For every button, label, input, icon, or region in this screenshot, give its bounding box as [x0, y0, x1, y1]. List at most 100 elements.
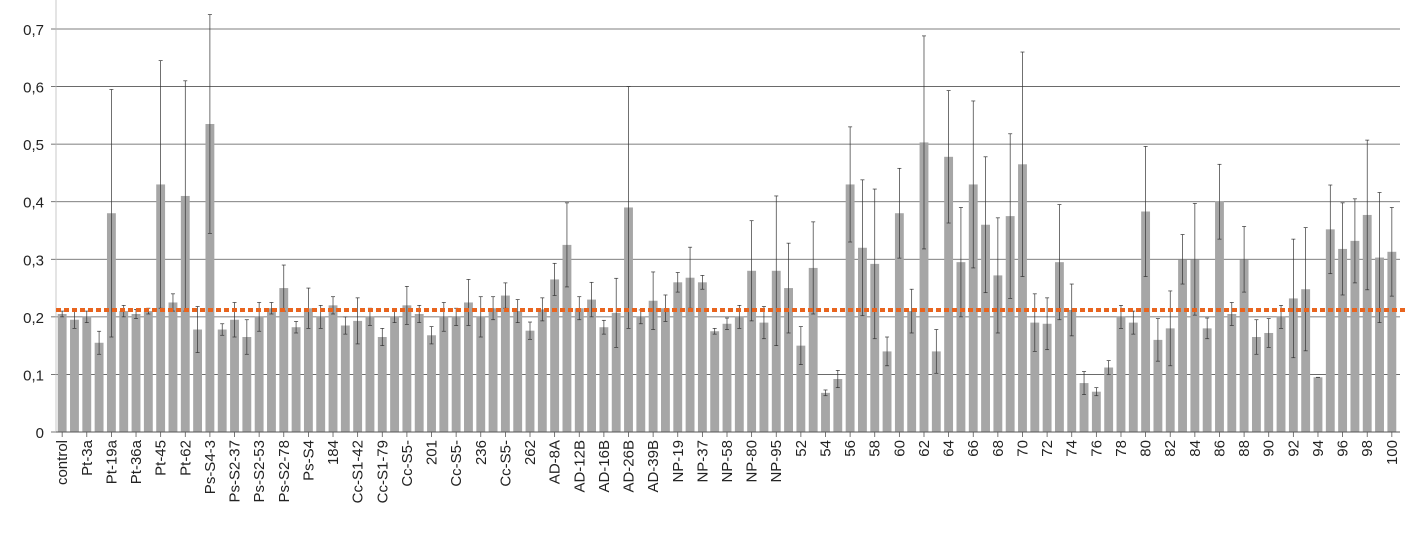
x-tick-label: Ps-S2-37: [227, 440, 244, 503]
bar: [1313, 377, 1323, 432]
bar: [1054, 262, 1064, 432]
y-tick-label: 0,4: [23, 195, 44, 212]
bar: [180, 195, 190, 432]
x-tick-label: Cc-S1-79: [374, 440, 391, 503]
bar: [328, 305, 338, 432]
bar: [1153, 339, 1163, 432]
x-tick-label: AD-12B: [571, 440, 588, 493]
x-tick-label: NP-37: [694, 440, 711, 483]
bar: [1116, 316, 1126, 432]
bar: [796, 345, 806, 432]
bar: [513, 311, 523, 432]
bar: [254, 316, 264, 432]
bar: [402, 305, 412, 432]
bar: [808, 267, 818, 432]
bar: [673, 282, 683, 432]
bar: [1301, 289, 1311, 432]
x-tick-label: 80: [1138, 440, 1155, 457]
bar: [1264, 332, 1274, 432]
bar: [1005, 216, 1015, 432]
x-tick-label: 86: [1211, 440, 1228, 457]
x-tick-label: Pt-45: [153, 440, 170, 476]
x-tick-label: AD-16B: [596, 440, 613, 493]
bar: [143, 311, 153, 432]
bar: [981, 224, 990, 432]
x-tick-label: Cc-S5-: [448, 440, 465, 487]
bar: [1042, 323, 1052, 432]
bar: [1288, 298, 1298, 432]
bar: [1276, 316, 1286, 432]
bar: [1091, 391, 1101, 432]
bar: [365, 316, 375, 432]
bar: [771, 270, 781, 432]
x-tick-label: Cc-S1-42: [350, 440, 367, 503]
bar: [1018, 164, 1027, 433]
x-tick-label: 78: [1113, 440, 1130, 457]
bar: [414, 313, 424, 432]
bar: [131, 313, 141, 432]
x-tick-label: AD-8A: [547, 440, 564, 484]
x-tick-label: Pt-36a: [128, 439, 145, 484]
x-tick-label: 60: [891, 440, 908, 457]
bar: [759, 322, 769, 432]
x-tick-label: 92: [1285, 440, 1302, 457]
bar: [1362, 214, 1372, 432]
bar: [451, 316, 461, 432]
bar: [870, 263, 880, 432]
bar: [1079, 383, 1089, 432]
bar: [1202, 328, 1212, 432]
bar: [599, 327, 609, 432]
x-tick-label: Cc-S5-: [497, 440, 514, 487]
bar: [993, 275, 1003, 432]
bar: [57, 313, 67, 432]
x-tick-label: 74: [1064, 440, 1081, 457]
bar: [537, 309, 547, 432]
y-tick-label: 0,3: [23, 252, 44, 269]
bar: [747, 270, 757, 432]
bar: [1350, 240, 1360, 432]
bar: [833, 379, 843, 432]
bar: [353, 320, 363, 432]
x-tick-label: 62: [916, 440, 933, 457]
bar: [1215, 201, 1224, 432]
x-tick-label: 64: [941, 440, 958, 457]
x-tick-label: NP-19: [670, 440, 687, 483]
bar: [1239, 259, 1249, 432]
bar: [476, 316, 486, 432]
bar: [1325, 229, 1335, 432]
bar: [857, 247, 867, 432]
bar: [267, 308, 276, 432]
x-tick-label: Pt-62: [177, 440, 194, 476]
x-tick-label: Cc-S5-: [399, 440, 416, 487]
x-tick-label: AD-39B: [645, 440, 662, 493]
x-tick-label: Pt-3a: [79, 439, 96, 476]
bar: [525, 330, 535, 432]
bar: [1104, 367, 1114, 432]
x-tick-label: 76: [1088, 440, 1105, 457]
bar: [205, 123, 215, 432]
bar: [710, 331, 720, 432]
y-tick-label: 0,6: [23, 80, 44, 97]
bar: [722, 323, 732, 432]
bar: [1251, 337, 1261, 432]
bar: [291, 327, 301, 432]
bar: [94, 342, 104, 432]
bar: [821, 392, 830, 432]
x-tick-label: 100: [1384, 440, 1401, 465]
x-tick-label: Pt-19a: [103, 439, 120, 484]
bar: [1141, 211, 1151, 432]
x-tick-label: 56: [842, 440, 859, 457]
x-tick-label: 94: [1310, 440, 1327, 457]
y-tick-label: 0: [36, 425, 44, 442]
bar: [907, 311, 917, 432]
bar: [390, 316, 400, 432]
bar: [1387, 251, 1397, 432]
bar: [340, 325, 350, 432]
bar: [882, 351, 892, 432]
bar: [661, 308, 670, 432]
x-tick-label: 72: [1039, 440, 1056, 457]
x-tick-label: Ps-S4-3: [202, 440, 219, 494]
x-tick-label: Ps-S2-53: [251, 440, 268, 503]
x-tick-label: 58: [867, 440, 884, 457]
bar: [1128, 322, 1138, 432]
